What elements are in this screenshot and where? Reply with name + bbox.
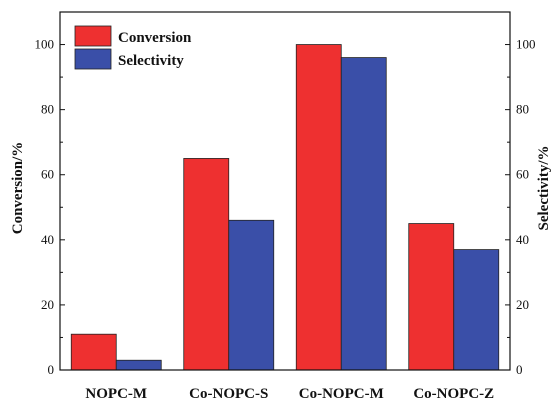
x-category-label: Co-NOPC-M (299, 386, 384, 402)
y-tick-label-right: 0 (516, 362, 523, 377)
bar-selectivity-co-nopc-m (340, 57, 387, 371)
y-tick-label-left: 80 (41, 102, 54, 117)
x-category-label: Co-NOPC-S (189, 386, 268, 402)
legend-swatch-conversion (74, 25, 112, 47)
y-tick-label-right: 40 (516, 232, 529, 247)
bars-layer (70, 44, 500, 371)
x-category-label: Co-NOPC-Z (413, 386, 494, 402)
y-tick-label-left: 40 (41, 232, 54, 247)
bar-selectivity-nopc-m (115, 359, 162, 371)
plot-frame (59, 11, 511, 371)
legend-swatch-selectivity (74, 48, 112, 70)
y-tick-label-right: 60 (516, 167, 529, 182)
y-tick-label-right: 20 (516, 297, 529, 312)
y-tick-label-left: 60 (41, 167, 54, 182)
bar-conversion-co-nopc-z (408, 223, 455, 371)
legend-label-selectivity: Selectivity (118, 53, 184, 69)
axes-layer: 0 0 20 20 40 40 60 60 80 80 100 100 NOPC-M Co-NOPC-S C… (35, 11, 536, 402)
y-tick-label-right: 100 (516, 37, 536, 52)
bar-conversion-co-nopc-s (183, 158, 230, 371)
x-category-label: NOPC-M (85, 386, 147, 402)
legend-label-conversion: Conversion (118, 30, 192, 46)
legend: Conversion Selectivity (74, 25, 192, 70)
bar-selectivity-co-nopc-z (453, 249, 500, 371)
y-axis-title-right: Selectivity/% (536, 146, 552, 231)
y-axis-title-left: Conversion/% (10, 142, 26, 235)
bar-selectivity-co-nopc-s (228, 219, 275, 371)
y-tick-label-right: 80 (516, 102, 529, 117)
y-tick-label-left: 20 (41, 297, 54, 312)
y-tick-label-left: 0 (48, 362, 55, 377)
bar-conversion-co-nopc-m (295, 44, 342, 371)
y-tick-label-left: 100 (35, 37, 55, 52)
bar-conversion-nopc-m (70, 333, 117, 371)
